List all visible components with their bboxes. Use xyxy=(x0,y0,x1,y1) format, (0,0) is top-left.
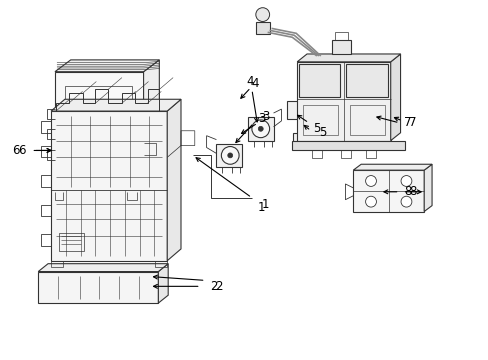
Circle shape xyxy=(365,176,376,186)
Circle shape xyxy=(400,196,411,207)
Text: 8: 8 xyxy=(408,185,416,198)
Polygon shape xyxy=(167,99,181,261)
Bar xyxy=(59,233,83,251)
Polygon shape xyxy=(55,60,159,72)
Polygon shape xyxy=(247,117,273,141)
Polygon shape xyxy=(299,64,340,97)
Text: 7: 7 xyxy=(408,116,416,129)
Polygon shape xyxy=(38,271,158,303)
Polygon shape xyxy=(331,40,350,54)
Text: 4: 4 xyxy=(250,77,258,90)
Polygon shape xyxy=(287,101,316,133)
Polygon shape xyxy=(297,54,400,62)
Polygon shape xyxy=(143,60,159,192)
Bar xyxy=(303,105,337,135)
Polygon shape xyxy=(216,144,242,167)
Polygon shape xyxy=(423,164,431,212)
Text: 2: 2 xyxy=(214,280,222,293)
Text: 2: 2 xyxy=(210,280,218,293)
Text: 5: 5 xyxy=(312,122,320,135)
Text: 4: 4 xyxy=(245,75,253,88)
Text: 1: 1 xyxy=(261,198,269,211)
Text: 7: 7 xyxy=(403,116,410,129)
Circle shape xyxy=(300,136,307,144)
Circle shape xyxy=(251,120,269,138)
Polygon shape xyxy=(255,22,269,34)
Polygon shape xyxy=(51,99,181,111)
Circle shape xyxy=(227,153,232,158)
Text: 6: 6 xyxy=(18,144,25,157)
Circle shape xyxy=(365,196,376,207)
Bar xyxy=(65,86,131,180)
Circle shape xyxy=(221,147,239,164)
Polygon shape xyxy=(352,164,431,170)
Circle shape xyxy=(258,126,263,131)
Bar xyxy=(84,178,112,190)
Text: 1: 1 xyxy=(258,201,265,214)
Text: 8: 8 xyxy=(403,185,410,198)
Circle shape xyxy=(255,8,269,22)
Polygon shape xyxy=(352,170,423,212)
Polygon shape xyxy=(297,62,390,141)
Polygon shape xyxy=(55,72,143,192)
Circle shape xyxy=(400,176,411,186)
Polygon shape xyxy=(38,264,168,271)
Text: 5: 5 xyxy=(318,126,325,139)
Polygon shape xyxy=(158,264,168,303)
Polygon shape xyxy=(346,64,387,97)
Bar xyxy=(349,105,384,135)
Polygon shape xyxy=(51,111,167,261)
Text: 6: 6 xyxy=(12,144,20,157)
Bar xyxy=(334,32,347,40)
Polygon shape xyxy=(293,133,314,147)
Text: 3: 3 xyxy=(261,111,268,123)
Polygon shape xyxy=(292,141,405,150)
Text: 3: 3 xyxy=(258,112,265,125)
Polygon shape xyxy=(390,54,400,141)
